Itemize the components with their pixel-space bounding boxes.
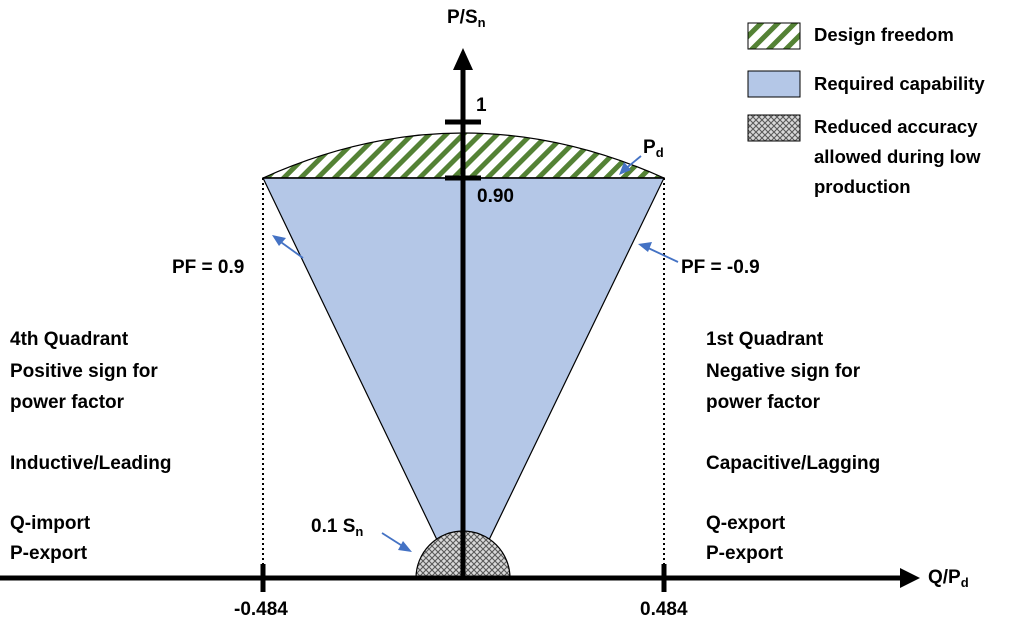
legend-label-reduced-accuracy-1: Reduced accuracy [814, 116, 978, 137]
legend-label-reduced-accuracy-2: allowed during low [814, 146, 981, 167]
y-tick-label-1: 1 [476, 95, 487, 116]
right-quadrant-sign-1: Negative sign for [706, 361, 861, 382]
x-axis-label: Q/Pd [928, 567, 969, 590]
right-quadrant-mode: Capacitive/Lagging [706, 453, 881, 474]
x-tick-label-right: 0.484 [640, 599, 688, 620]
legend-swatch-reduced-accuracy [747, 114, 801, 142]
right-quadrant-p: P-export [706, 543, 784, 564]
legend-swatch-design-freedom [747, 22, 801, 50]
pf-right-arrow [638, 242, 679, 263]
x-tick-label-left: -0.484 [234, 599, 288, 620]
legend-label-reduced-accuracy-3: production [814, 176, 911, 197]
left-quadrant-p: P-export [10, 543, 88, 564]
pd-label: Pd [643, 137, 664, 160]
y-axis-arrowhead [453, 48, 473, 70]
pd-arrow [619, 155, 642, 175]
legend-swatch-required-capability [747, 70, 801, 98]
low-production-arrow [381, 532, 412, 552]
left-quadrant-title: 4th Quadrant [10, 329, 129, 350]
low-production-label: 0.1 Sn [311, 516, 364, 539]
right-quadrant-sign-2: power factor [706, 392, 821, 413]
legend-label-required-capability: Required capability [814, 73, 985, 94]
y-axis-label: P/Sn [447, 7, 486, 30]
y-tick-label-pd: 0.90 [477, 186, 514, 207]
legend-label-design-freedom: Design freedom [814, 24, 954, 45]
pf-right-label: PF = -0.9 [681, 257, 760, 278]
left-quadrant-sign-2: power factor [10, 392, 125, 413]
left-quadrant-mode: Inductive/Leading [10, 453, 172, 474]
right-quadrant-q: Q-export [706, 513, 786, 534]
pf-left-arrow [272, 235, 304, 259]
x-axis-arrowhead [900, 568, 920, 588]
left-quadrant-q: Q-import [10, 513, 91, 534]
pf-left-label: PF = 0.9 [172, 257, 245, 278]
right-quadrant-title: 1st Quadrant [706, 329, 824, 350]
left-quadrant-sign-1: Positive sign for [10, 361, 158, 382]
